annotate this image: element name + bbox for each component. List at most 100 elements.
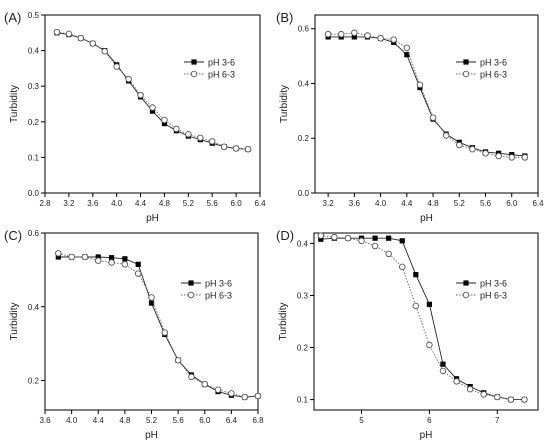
data-point-circle xyxy=(201,380,208,388)
x-tick-label: 5.6 xyxy=(480,199,492,208)
data-point-circle xyxy=(364,32,371,39)
data-point-circle xyxy=(108,259,115,266)
data-point-circle xyxy=(188,373,195,381)
series-line-2 xyxy=(56,31,249,150)
data-point-circle xyxy=(453,378,460,385)
plot-frame xyxy=(313,232,539,411)
data-point-circle xyxy=(65,30,73,38)
data-point-circle xyxy=(94,257,102,264)
x-tick-label: 4.0 xyxy=(66,416,78,425)
x-tick-label: 6.8 xyxy=(252,416,264,425)
data-point-square xyxy=(440,361,446,367)
x-tick-label: 4.8 xyxy=(119,416,131,425)
data-point-circle xyxy=(317,232,325,239)
data-point-circle xyxy=(125,75,132,83)
data-point-square xyxy=(404,52,410,58)
y-tick-label: 0.0 xyxy=(298,189,310,198)
legend-label: pH 3-6 xyxy=(480,58,507,68)
legend-label: pH 3-6 xyxy=(205,279,232,289)
data-point-square xyxy=(399,238,405,244)
data-point-circle xyxy=(68,253,75,261)
x-tick-label: 4.0 xyxy=(375,199,387,208)
data-point-circle xyxy=(174,356,182,364)
data-point-circle xyxy=(254,392,262,400)
y-tick-label: 0.3 xyxy=(297,291,309,300)
data-point-circle xyxy=(161,116,168,124)
data-point-circle xyxy=(173,125,180,133)
data-point-circle xyxy=(494,393,501,401)
x-tick-label: 3.2 xyxy=(63,199,75,208)
legend-marker-square xyxy=(463,59,469,65)
x-tick-label: 4.8 xyxy=(427,199,439,208)
data-point-circle xyxy=(469,145,476,153)
data-point-circle xyxy=(390,36,397,43)
data-point-circle xyxy=(521,396,528,403)
y-tick-label: 0.1 xyxy=(28,153,40,162)
data-point-square xyxy=(122,256,128,262)
panel-label: (D) xyxy=(276,228,294,243)
y-tick-label: 0.0 xyxy=(28,189,40,198)
series-line-1 xyxy=(320,237,525,401)
x-tick-label: 5.6 xyxy=(207,199,219,208)
legend-marker-square xyxy=(191,59,197,65)
x-tick-label: 5.2 xyxy=(146,416,158,425)
data-point-circle xyxy=(137,91,144,99)
y-tick-label: 0.6 xyxy=(298,25,310,34)
x-tick-label: 4.4 xyxy=(135,199,147,208)
data-point-circle xyxy=(377,35,384,42)
legend-marker-circle xyxy=(190,70,198,78)
y-axis-label: Turbidity xyxy=(279,85,290,123)
x-tick-label: 7 xyxy=(495,416,500,425)
data-point-circle xyxy=(81,253,89,261)
data-point-circle xyxy=(55,250,62,257)
legend-marker-square xyxy=(188,280,194,286)
x-tick-label: 6.4 xyxy=(226,416,238,425)
x-tick-label: 5.2 xyxy=(454,199,466,208)
y-tick-label: 0.4 xyxy=(297,239,309,248)
data-point-circle xyxy=(228,390,235,397)
data-point-circle xyxy=(337,30,345,38)
legend-label: pH 3-6 xyxy=(208,58,235,68)
x-axis-label: pH xyxy=(146,213,159,224)
data-point-square xyxy=(135,261,141,267)
data-point-circle xyxy=(403,44,411,52)
data-point-circle xyxy=(439,367,447,375)
data-point-circle xyxy=(121,261,129,268)
series-line-1 xyxy=(328,36,525,157)
series-line-2 xyxy=(58,252,259,398)
y-tick-label: 0.3 xyxy=(28,82,40,91)
chart-panel-4: (D) 5 6 7 0.1 0.2 0.3 0.4 pH Turbidity pH 3-6 pH 6-… xyxy=(276,228,539,441)
x-tick-label: 6.0 xyxy=(231,199,243,208)
data-point-square xyxy=(413,272,419,278)
chart-panel-3: (C) 3.6 4.0 4.4 4.8 5.2 5.6 6.0 6.4 6.8 0.2 0.4 0.6 p… xyxy=(4,228,264,441)
chart-panel-2: (B) 3.2 3.6 4.0 4.4 4.8 5.2 5.6 6.0 6.4 0.0 0.2 0.4 0… xyxy=(276,10,544,224)
data-point-square xyxy=(426,301,432,307)
y-tick-label: 0.4 xyxy=(298,79,310,88)
data-point-square xyxy=(95,254,101,260)
x-tick-label: 3.6 xyxy=(87,199,99,208)
legend-marker-circle xyxy=(187,291,195,299)
data-point-circle xyxy=(161,329,169,336)
data-point-circle xyxy=(331,233,338,241)
data-point-circle xyxy=(197,134,204,142)
x-tick-label: 4.0 xyxy=(111,199,123,208)
legend-label: pH 3-6 xyxy=(480,279,507,289)
data-point-circle xyxy=(134,270,142,277)
data-point-circle xyxy=(232,145,240,152)
panel-label: (B) xyxy=(276,10,293,25)
x-tick-label: 3.6 xyxy=(39,416,51,425)
x-axis-label: pH xyxy=(420,213,433,224)
data-point-circle xyxy=(508,154,516,161)
y-tick-label: 0.6 xyxy=(28,229,40,238)
data-point-circle xyxy=(507,396,515,403)
data-point-square xyxy=(108,255,115,261)
x-tick-label: 4.8 xyxy=(159,199,171,208)
legend-marker-circle xyxy=(462,291,470,299)
y-tick-label: 0.2 xyxy=(297,344,309,353)
data-point-circle xyxy=(344,234,352,242)
data-point-square xyxy=(55,254,61,260)
data-point-circle xyxy=(521,154,529,161)
data-point-circle xyxy=(185,131,192,138)
x-tick-label: 5 xyxy=(359,416,364,425)
legend-label: pH 6-3 xyxy=(205,291,232,301)
